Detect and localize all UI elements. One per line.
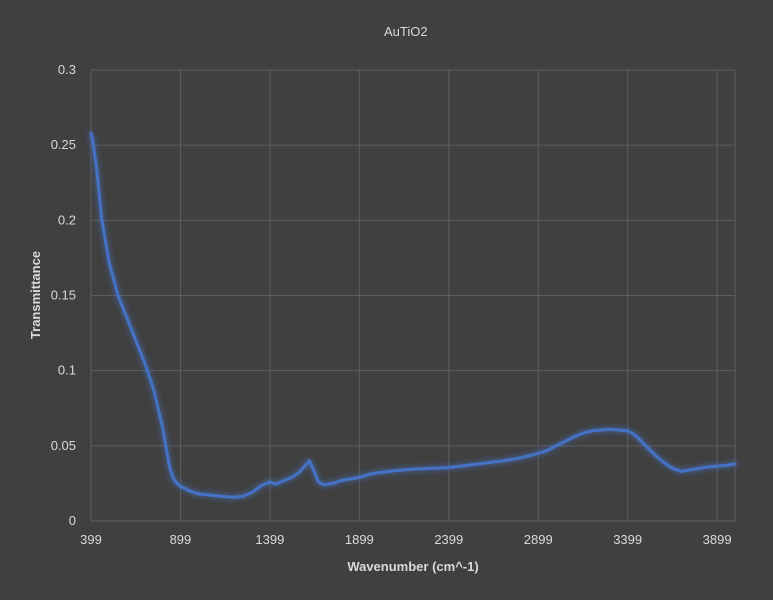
- y-tick-label: 0.25: [51, 137, 76, 152]
- series-line-autio2: [89, 131, 737, 499]
- x-tick-label: 1899: [345, 532, 374, 547]
- legend: AuTiO2: [348, 24, 428, 39]
- y-tick-label: 0.05: [51, 438, 76, 453]
- x-tick-label: 899: [170, 532, 192, 547]
- x-tick-label: 3899: [703, 532, 732, 547]
- x-axis-title: Wavenumber (cm^-1): [347, 559, 478, 574]
- y-tick-label: 0.15: [51, 288, 76, 303]
- y-tick-label: 0.1: [58, 363, 76, 378]
- gridlines: [90, 69, 736, 522]
- y-tick-label: 0: [69, 513, 76, 528]
- legend-label: AuTiO2: [384, 24, 428, 39]
- y-tick-label: 0.2: [58, 212, 76, 227]
- x-tick-label: 1399: [255, 532, 284, 547]
- x-tick-label: 3399: [613, 532, 642, 547]
- y-axis-title: Transmittance: [28, 251, 43, 339]
- x-tick-label: 2899: [524, 532, 553, 547]
- tick-labels: 0 0.05 0.1 0.15 0.2 0.25 0.3 399 899 1399 1899 2399…: [51, 62, 732, 547]
- y-tick-label: 0.3: [58, 62, 76, 77]
- series-layer: [89, 131, 737, 499]
- x-tick-label: 399: [80, 532, 102, 547]
- x-tick-label: 2399: [434, 532, 463, 547]
